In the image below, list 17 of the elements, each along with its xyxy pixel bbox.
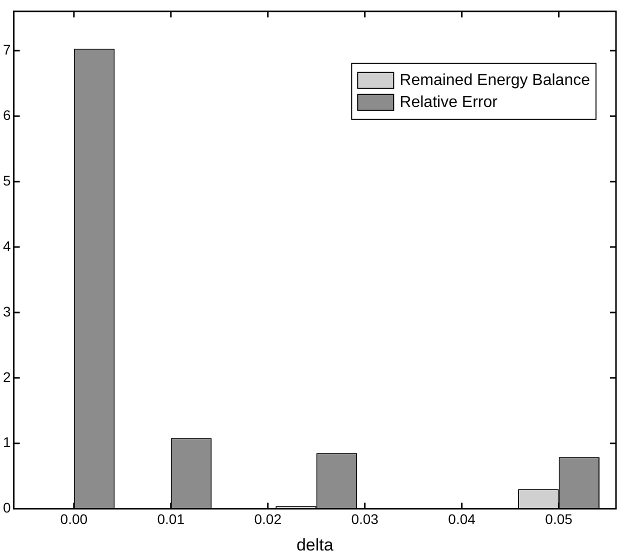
x-axis-title: delta (296, 535, 334, 554)
x-tick-label: 0.00 (60, 511, 88, 528)
legend-label: Remained Energy Balance (400, 72, 590, 89)
y-tick-label: 5 (2, 172, 11, 188)
x-tick-label: 0.04 (448, 511, 476, 528)
y-tick-label: 4 (2, 238, 11, 254)
x-tick-label: 0.03 (351, 511, 379, 528)
x-tick-label: 0.05 (545, 511, 573, 528)
y-tick-label: 2 (2, 368, 11, 385)
legend-label: Relative Error (400, 94, 498, 111)
y-tick-label: 7 (2, 42, 11, 58)
y-tick-label: 3 (2, 303, 11, 320)
y-tick-label: 0 (2, 500, 11, 516)
y-tick-label: 6 (2, 106, 11, 123)
y-tick-label: 1 (2, 434, 11, 450)
x-tick-label: 0.01 (157, 511, 185, 528)
x-tick-label: 0.02 (254, 511, 282, 528)
